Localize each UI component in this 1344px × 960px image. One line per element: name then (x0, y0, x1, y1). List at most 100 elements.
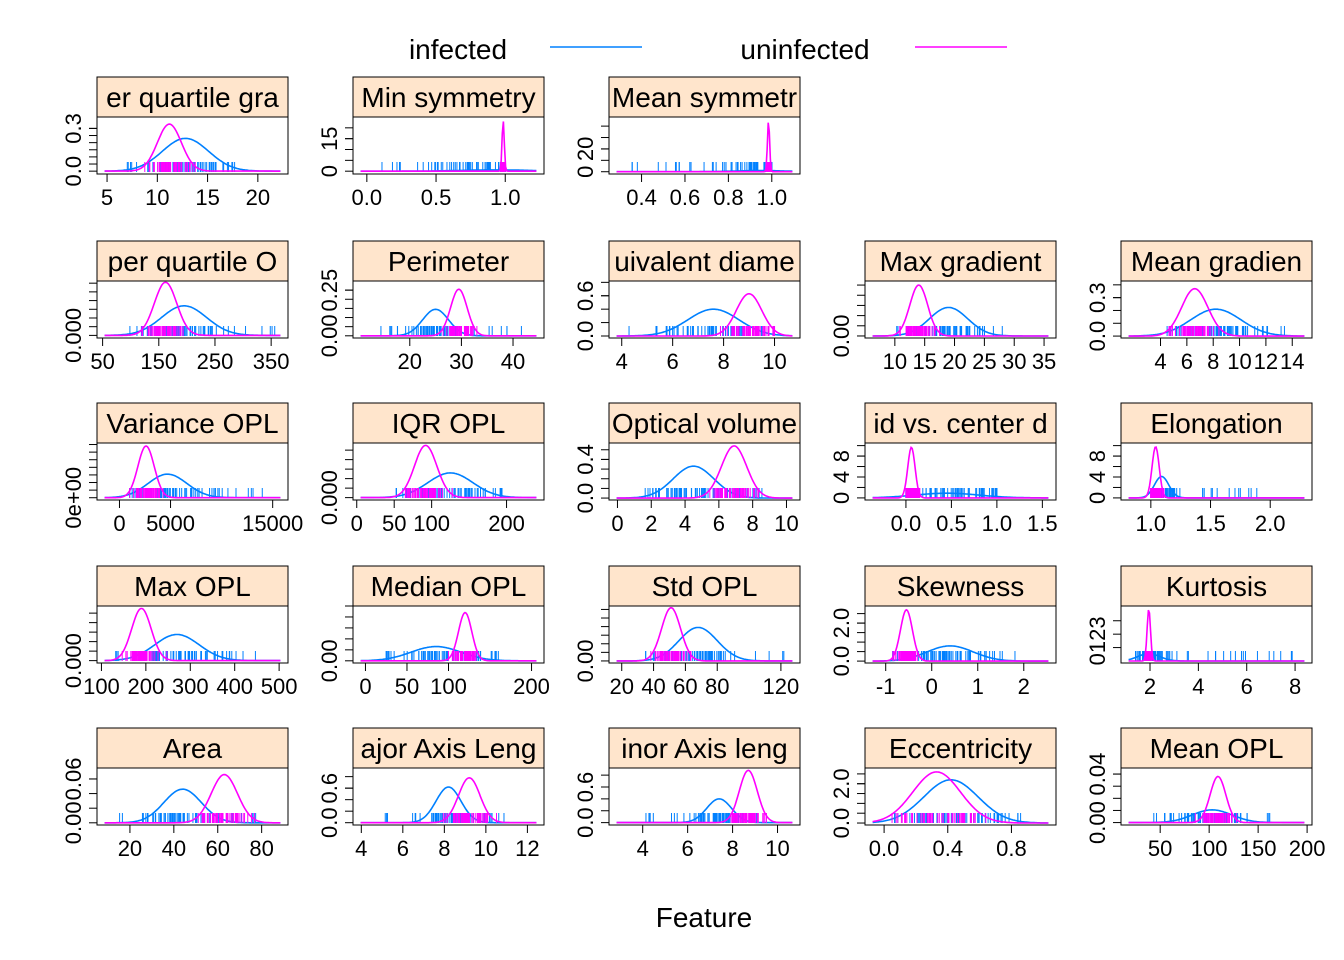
x-tick-label: 100 (413, 511, 450, 536)
rug-uninfected (121, 651, 168, 661)
panel-title: Mean symmetr (612, 82, 797, 113)
density-curve-uninfected (616, 769, 793, 824)
panel-strip (352, 240, 545, 282)
x-tick-label: 1.5 (1195, 511, 1226, 536)
y-tick-label: 0.0 (573, 483, 598, 514)
y-tick-label: 8 (829, 450, 854, 462)
x-tick-label: 120 (763, 674, 800, 699)
panel-title: Mean gradien (1131, 246, 1302, 277)
density-curve-uninfected (1128, 287, 1305, 337)
panel-title: er quartile gra (106, 82, 279, 113)
y-tick-label: 15 (317, 126, 342, 150)
x-tick-label: 100 (83, 674, 120, 699)
x-axis-title: Feature (656, 902, 753, 933)
density-curve-infected (616, 465, 793, 499)
rug-uninfected (448, 651, 477, 661)
rug-uninfected (442, 326, 478, 336)
panel-plot-box (352, 442, 545, 501)
rug-uninfected (1168, 326, 1220, 336)
x-tick-label: 400 (216, 674, 253, 699)
density-curve-infected (1128, 308, 1305, 337)
panel-12: Optical volume 0 2 4 6 8 10 0.0 0.4 (573, 402, 801, 536)
legend: infected uninfected (409, 34, 1007, 65)
x-tick-label: 10 (774, 511, 798, 536)
x-tick-label: 250 (197, 349, 234, 374)
density-curve-uninfected (104, 607, 281, 662)
panel-title: Skewness (897, 571, 1025, 602)
y-tick-label: 0 (573, 166, 598, 178)
panel-16: Median OPL 0 50 100 200 0.00 (317, 565, 550, 699)
panel-strip (1120, 727, 1313, 769)
density-curve-infected (616, 626, 793, 662)
panel-title: IQR OPL (392, 408, 506, 439)
x-tick-label: 10 (1227, 349, 1251, 374)
legend-label-uninfected: uninfected (740, 34, 869, 65)
panel-title: Min symmetry (361, 82, 535, 113)
x-tick-label: 30 (1002, 349, 1026, 374)
x-tick-label: 8 (717, 349, 729, 374)
x-tick-label: 200 (1289, 836, 1326, 861)
density-curve-uninfected (360, 288, 537, 337)
y-tick-label: 0.00 (317, 314, 342, 357)
x-tick-label: 50 (395, 674, 419, 699)
panel-20: Area 20 40 60 80 0.000.06 (61, 727, 289, 861)
panel-strip (352, 76, 545, 118)
x-tick-label: 10 (762, 349, 786, 374)
density-curve-uninfected (360, 121, 537, 172)
panel-title: Mean OPL (1150, 733, 1284, 764)
panel-plot-box (1120, 767, 1313, 826)
x-tick-label: 2 (645, 511, 657, 536)
y-tick-label: 0.00 (317, 639, 342, 682)
x-tick-label: 4 (637, 836, 649, 861)
panel-title: per quartile O (108, 246, 278, 277)
x-tick-label: 50 (382, 511, 406, 536)
x-tick-label: 60 (673, 674, 697, 699)
panel-7: uivalent diame 4 6 8 10 0.0 0.6 (573, 240, 801, 374)
x-tick-label: 300 (172, 674, 209, 699)
panel-title: ajor Axis Leng (361, 733, 537, 764)
x-tick-label: 6 (667, 349, 679, 374)
panel-plot-box (608, 767, 801, 826)
x-tick-label: 8 (1289, 674, 1301, 699)
x-tick-label: 0 (113, 511, 125, 536)
x-tick-label: 15 (195, 185, 219, 210)
panel-plot-box (96, 442, 289, 501)
y-tick-label: 4 (1085, 471, 1110, 483)
panel-strip (96, 727, 289, 769)
x-tick-label: 1.5 (1027, 511, 1058, 536)
x-tick-label: 0.8 (713, 185, 744, 210)
rug-uninfected (404, 488, 453, 498)
panel-15: Max OPL 100 200 300 400 500 0.000 (61, 565, 297, 699)
rug-uninfected (899, 326, 941, 336)
x-tick-label: 0 (611, 511, 623, 536)
x-tick-label: 30 (449, 349, 473, 374)
panel-8: Max gradient 10 15 20 25 30 35 0.00 (829, 240, 1057, 374)
x-tick-label: 100 (1191, 836, 1228, 861)
x-tick-label: 40 (501, 349, 525, 374)
y-tick-label: 0.4 (573, 444, 598, 475)
rug-uninfected (891, 813, 987, 823)
x-tick-label: 0.0 (891, 511, 922, 536)
panel-1: Min symmetry 0.0 0.5 1.0 0 15 (317, 76, 545, 210)
x-tick-label: 12 (1254, 349, 1278, 374)
x-tick-label: 0.0 (869, 836, 900, 861)
panel-14: Elongation 1.0 1.5 2.0 0 4 8 (1085, 402, 1313, 536)
y-tick-label: 0.3 (61, 113, 86, 144)
panel-title: Max gradient (880, 246, 1042, 277)
x-tick-label: 50 (1148, 836, 1172, 861)
panel-strip (96, 240, 289, 282)
x-tick-label: 40 (162, 836, 186, 861)
panel-5: per quartile O 50 150 250 350 0.000 (61, 240, 290, 374)
x-tick-label: 20 (398, 349, 422, 374)
panel-plot-box (96, 116, 289, 175)
x-tick-label: 50 (90, 349, 114, 374)
panel-17: Std OPL 20 40 60 80 120 0.00 (573, 565, 801, 699)
density-curve-infected (104, 473, 281, 499)
y-tick-label: 2.0 (829, 768, 854, 799)
panel-plot-box (864, 767, 1057, 826)
y-tick-label: 0e+00 (61, 467, 86, 529)
y-tick-label: 0.6 (573, 772, 598, 803)
x-tick-label: 4 (1192, 674, 1204, 699)
density-curve-uninfected (872, 771, 1049, 824)
